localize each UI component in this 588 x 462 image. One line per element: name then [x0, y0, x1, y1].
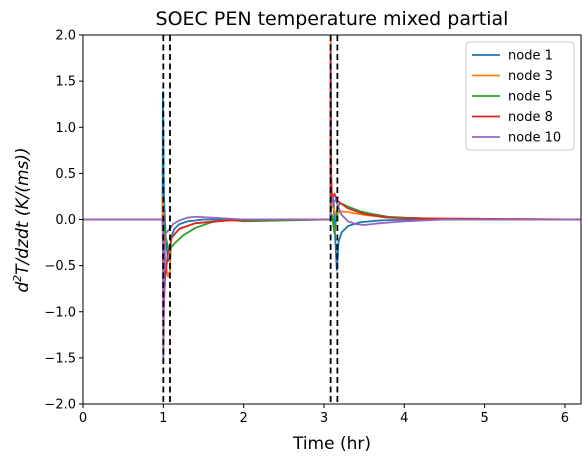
y-tick-label: −1.5 — [44, 351, 76, 366]
chart-title: SOEC PEN temperature mixed partial — [156, 8, 509, 30]
legend-label: node 3 — [508, 69, 553, 84]
x-tick-label: 5 — [480, 411, 488, 426]
legend-label: node 1 — [508, 49, 553, 64]
y-tick-label: 1.0 — [55, 121, 76, 136]
y-axis-label-rest: T/dzdt (K/(ms)) — [13, 147, 33, 275]
y-tick-label: −2.0 — [44, 398, 76, 413]
x-axis-label: Time (hr) — [292, 434, 371, 454]
x-axis-ticks: 0 1 2 3 4 5 6 — [79, 404, 569, 426]
y-axis-label-prefix: d — [13, 282, 33, 293]
legend-label: node 10 — [508, 131, 561, 146]
legend-label: node 5 — [508, 90, 553, 105]
y-tick-label: 0.5 — [55, 167, 76, 182]
x-tick-label: 6 — [561, 411, 569, 426]
legend-label: node 8 — [508, 110, 553, 125]
vline-layer — [162, 35, 339, 404]
legend: node 1 node 3 node 5 node 8 node 10 — [465, 41, 575, 151]
x-tick-label: 1 — [159, 411, 167, 426]
y-tick-label: 0.0 — [55, 213, 76, 228]
y-axis-ticks: −2.0 −1.5 −1.0 −0.5 0.0 0.5 1.0 1.5 2.0 — [44, 29, 83, 413]
x-tick-label: 2 — [240, 411, 248, 426]
legend-box — [465, 41, 575, 151]
y-tick-label: 2.0 — [55, 29, 76, 44]
y-axis-label-sup: 2 — [11, 275, 24, 282]
x-tick-label: 3 — [320, 411, 328, 426]
y-tick-label: −1.0 — [44, 305, 76, 320]
y-tick-label: 1.5 — [55, 75, 76, 90]
x-tick-label: 4 — [400, 411, 408, 426]
y-axis-label: d2T/dzdt (K/(ms)) — [11, 147, 33, 292]
y-tick-label: −0.5 — [44, 259, 76, 274]
x-tick-label: 0 — [79, 411, 87, 426]
